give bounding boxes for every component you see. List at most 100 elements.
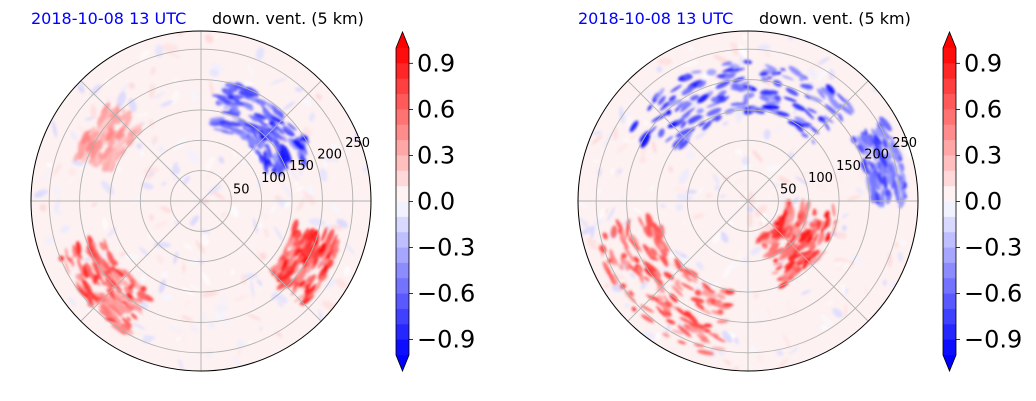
field-cell [716,299,722,303]
field-cell [674,282,683,291]
field-cell [116,127,125,137]
field-cell [671,329,685,334]
colorbar-band [396,48,409,64]
field-speckle [293,186,305,193]
field-cell [816,232,825,246]
colorbar-band [943,201,956,218]
colorbar-band [396,140,409,156]
field-speckle [221,212,227,217]
field-cell [76,252,81,262]
field-cell [308,233,314,246]
field-cell [123,122,130,134]
field-speckle [719,194,726,199]
field-cell [246,130,256,145]
field-cell [653,276,664,286]
field-cell [756,231,770,243]
field-cell [98,292,105,298]
field-speckle [682,220,687,226]
field-speckle [362,166,369,173]
field-speckle [83,258,92,261]
field-speckle [230,268,235,276]
field-cell [302,142,308,156]
field-cell [889,135,895,143]
field-speckle [336,278,346,289]
field-speckle [209,68,220,77]
field-cell [710,96,720,103]
field-cell [114,299,123,307]
colorbar-extend-min [396,355,409,371]
field-cell [607,268,615,286]
field-speckle [754,204,768,217]
field-cell [255,139,263,149]
field-cell [807,108,817,114]
field-speckle [182,262,186,273]
field-speckle [186,149,199,164]
colorbar-band [396,293,409,310]
field-cell [661,254,669,267]
field-cell [652,221,661,233]
field-speckle [259,252,267,261]
field-cell [121,317,133,328]
field-speckle [270,77,287,85]
field-speckle [139,247,149,256]
field-cell [658,243,663,253]
field-speckle [686,151,695,160]
field-cell [65,247,69,259]
field-cell [631,306,637,312]
field-cell [287,122,297,131]
field-speckle [264,228,269,238]
field-cell [690,94,700,101]
colorbar-band [396,170,409,187]
field-speckle [788,346,800,355]
field-cell [304,288,310,293]
field-speckle [729,41,736,48]
field-cell [704,329,711,333]
field-cell [773,258,779,263]
colorbar-band [943,262,956,279]
field-cell [886,172,893,185]
field-cell [693,343,705,348]
field-cell [823,115,834,124]
field-speckle [322,160,328,169]
field-speckle [589,226,595,239]
colorbar-tick-label: −0.6 [964,280,1022,308]
field-cell [765,101,781,105]
field-speckle [140,274,147,282]
field-speckle [747,211,753,228]
field-cell [279,269,295,281]
field-cell [100,303,112,316]
field-cell [326,259,334,269]
field-cell [820,87,835,98]
field-speckle [795,176,809,185]
field-cell [858,144,866,152]
field-cell [274,259,284,277]
field-speckle [778,176,790,184]
field-speckle [288,167,300,182]
field-speckle [321,157,339,162]
field-cell [882,138,888,149]
field-speckle [274,226,284,242]
colorbar-band [943,324,956,341]
field-speckle [128,82,135,89]
field-cell [739,101,748,106]
field-cell [703,323,713,328]
field-speckle [202,198,210,205]
field-speckle [742,34,748,41]
field-speckle [660,266,670,273]
field-cell [761,90,779,96]
field-speckle [756,354,764,363]
field-cell [662,332,670,338]
left-panel: 2018-10-08 13 UTC down. vent. (5 km) 50 1… [30,9,475,373]
field-speckle [345,242,355,255]
field-speckle [610,167,615,175]
field-speckle [90,104,97,119]
colorbar-band [943,170,956,187]
field-cell [680,121,687,129]
field-speckle [151,140,156,145]
field-cell [287,137,299,151]
field-cell [808,233,813,243]
field-cell [688,327,697,333]
field-cell [686,270,698,278]
field-speckle [330,203,341,213]
field-cell [90,130,98,143]
